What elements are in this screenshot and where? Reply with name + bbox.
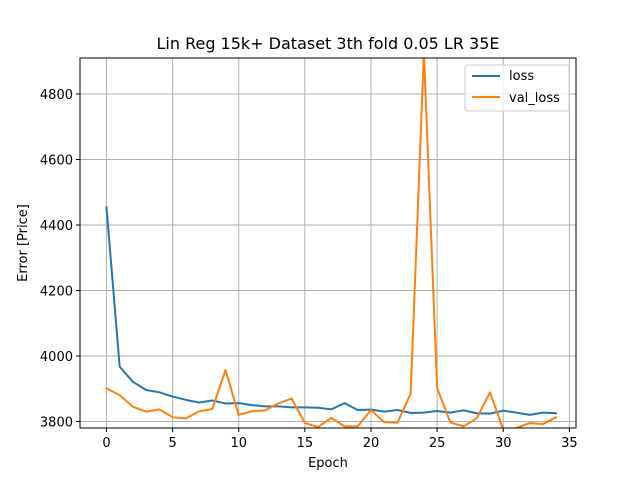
- legend: loss val_loss: [464, 64, 570, 112]
- axis-ticks: 0 5 10 15 20 25 30 35 3800 4000 4200 4400 4600 4800: [40, 88, 578, 451]
- chart-title: Lin Reg 15k+ Dataset 3th fold 0.05 LR 35…: [156, 34, 499, 53]
- y-tick-label: 3800: [40, 415, 73, 430]
- y-tick-label: 4000: [40, 350, 73, 365]
- series-lines: [105, 58, 558, 428]
- grid-lines: [80, 58, 576, 428]
- y-axis-label: Error [Price]: [16, 204, 31, 282]
- x-tick-label: 15: [297, 436, 314, 451]
- x-tick-label: 35: [561, 436, 578, 451]
- y-tick-label: 4400: [40, 219, 73, 234]
- y-tick-label: 4800: [40, 88, 73, 103]
- x-tick-label: 30: [495, 436, 512, 451]
- legend-label-loss: loss: [509, 69, 534, 84]
- x-tick-label: 10: [230, 436, 247, 451]
- series-line-val-loss: [105, 58, 558, 428]
- x-tick-label: 5: [168, 436, 176, 451]
- y-tick-label: 4600: [40, 154, 73, 169]
- plot-frame: [79, 57, 577, 429]
- y-tick-label: 4200: [40, 284, 73, 299]
- x-tick-label: 20: [363, 436, 380, 451]
- series-line-loss: [105, 205, 558, 416]
- x-tick-label: 0: [102, 436, 110, 451]
- legend-label-val-loss: val_loss: [509, 91, 560, 106]
- x-axis-label: Epoch: [308, 456, 348, 471]
- x-tick-label: 25: [429, 436, 446, 451]
